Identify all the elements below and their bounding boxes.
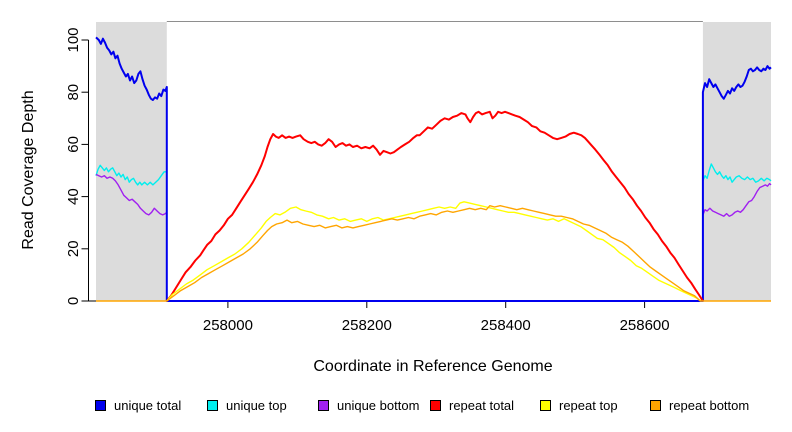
legend-label-repeat-top: repeat top: [559, 398, 618, 413]
legend-swatch-repeat-total: [430, 400, 441, 411]
legend-item-unique-top: unique top: [207, 398, 287, 413]
y-tick-label: 40: [65, 188, 82, 205]
legend-label-unique-top: unique top: [226, 398, 287, 413]
legend-item-unique-total: unique total: [95, 398, 182, 413]
legend: unique total unique top unique bottom repea…: [0, 398, 792, 419]
y-tick-label: 100: [65, 27, 82, 52]
series-line-repeat-total: [166, 110, 704, 302]
masked-region-left: [96, 22, 167, 301]
legend-item-repeat-top: repeat top: [540, 398, 618, 413]
y-tick-label: 20: [65, 240, 82, 257]
legend-label-unique-total: unique total: [114, 398, 182, 413]
y-tick-label: 0: [65, 297, 82, 305]
legend-swatch-unique-total: [95, 400, 106, 411]
series-line-unique-bottom: [95, 173, 772, 302]
x-tick-label: 258400: [481, 317, 531, 334]
legend-swatch-unique-bottom: [318, 400, 329, 411]
x-axis-title: Coordinate in Reference Genome: [313, 358, 552, 375]
plot-canvas: 0 20 40 60 80 100 258000 258200 258400 258600 Coo…: [20, 21, 772, 375]
y-tick-label: 60: [65, 136, 82, 153]
x-tick-label: 258000: [203, 317, 253, 334]
legend-swatch-repeat-bottom: [650, 400, 661, 411]
series-line-unique-total: [95, 36, 772, 302]
y-axis-title: Read Coverage Depth: [20, 90, 37, 249]
legend-label-unique-bottom: unique bottom: [337, 398, 420, 413]
legend-label-repeat-total: repeat total: [449, 398, 515, 413]
x-tick-label: 258200: [342, 317, 392, 334]
series-line-repeat-top: [166, 201, 702, 302]
legend-item-unique-bottom: unique bottom: [318, 398, 420, 413]
legend-swatch-repeat-top: [540, 400, 551, 411]
masked-region-right: [702, 22, 771, 301]
x-tick-label: 258600: [620, 317, 670, 334]
y-tick-label: 80: [65, 84, 82, 101]
legend-label-repeat-bottom: repeat bottom: [669, 398, 750, 413]
legend-swatch-unique-top: [207, 400, 218, 411]
legend-item-repeat-bottom: repeat bottom: [650, 398, 750, 413]
series-line-repeat-bottom: [96, 204, 771, 302]
legend-item-repeat-total: repeat total: [430, 398, 515, 413]
